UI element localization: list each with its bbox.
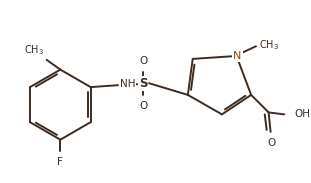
Text: O: O bbox=[139, 56, 147, 66]
Text: O: O bbox=[267, 138, 276, 148]
Text: OH: OH bbox=[294, 109, 310, 119]
Text: CH$_3$: CH$_3$ bbox=[24, 43, 44, 57]
Text: O: O bbox=[139, 101, 147, 111]
Text: F: F bbox=[58, 157, 63, 167]
Text: NH: NH bbox=[120, 79, 135, 89]
Text: N: N bbox=[233, 51, 242, 61]
Text: S: S bbox=[139, 77, 147, 90]
Text: CH$_3$: CH$_3$ bbox=[259, 38, 279, 52]
